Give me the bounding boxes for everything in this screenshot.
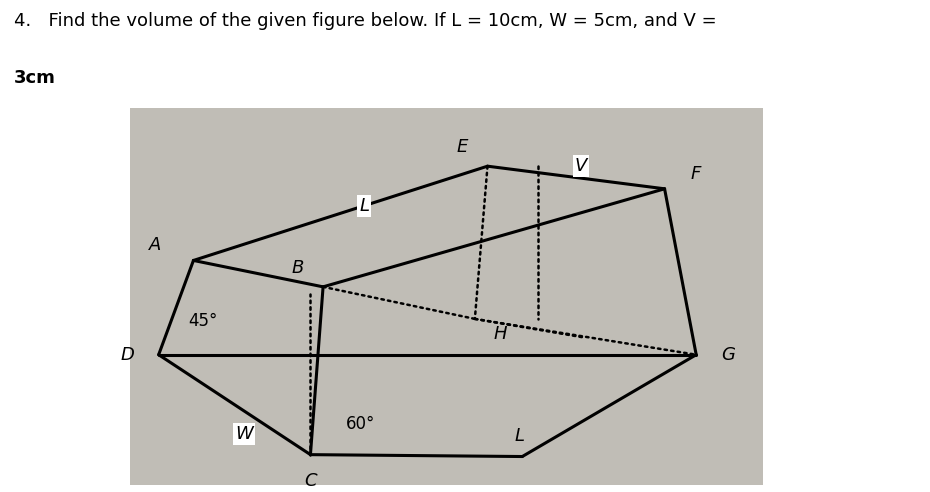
Text: 60°: 60° xyxy=(346,415,376,433)
Text: 3cm: 3cm xyxy=(14,68,56,87)
Text: 45°: 45° xyxy=(188,312,218,330)
Text: V: V xyxy=(575,157,587,175)
Text: B: B xyxy=(292,259,304,277)
Text: C: C xyxy=(304,472,317,490)
Text: E: E xyxy=(457,138,468,156)
Text: D: D xyxy=(120,346,134,364)
Text: L: L xyxy=(514,427,525,445)
Text: W: W xyxy=(235,425,253,443)
Text: F: F xyxy=(691,165,701,183)
Text: L: L xyxy=(359,197,369,215)
Text: 4.   Find the volume of the given figure below. If L = 10cm, W = 5cm, and V =: 4. Find the volume of the given figure b… xyxy=(14,12,717,30)
Text: H: H xyxy=(494,325,507,343)
Text: A: A xyxy=(150,236,162,254)
Bar xyxy=(130,108,763,485)
Text: G: G xyxy=(721,346,735,364)
